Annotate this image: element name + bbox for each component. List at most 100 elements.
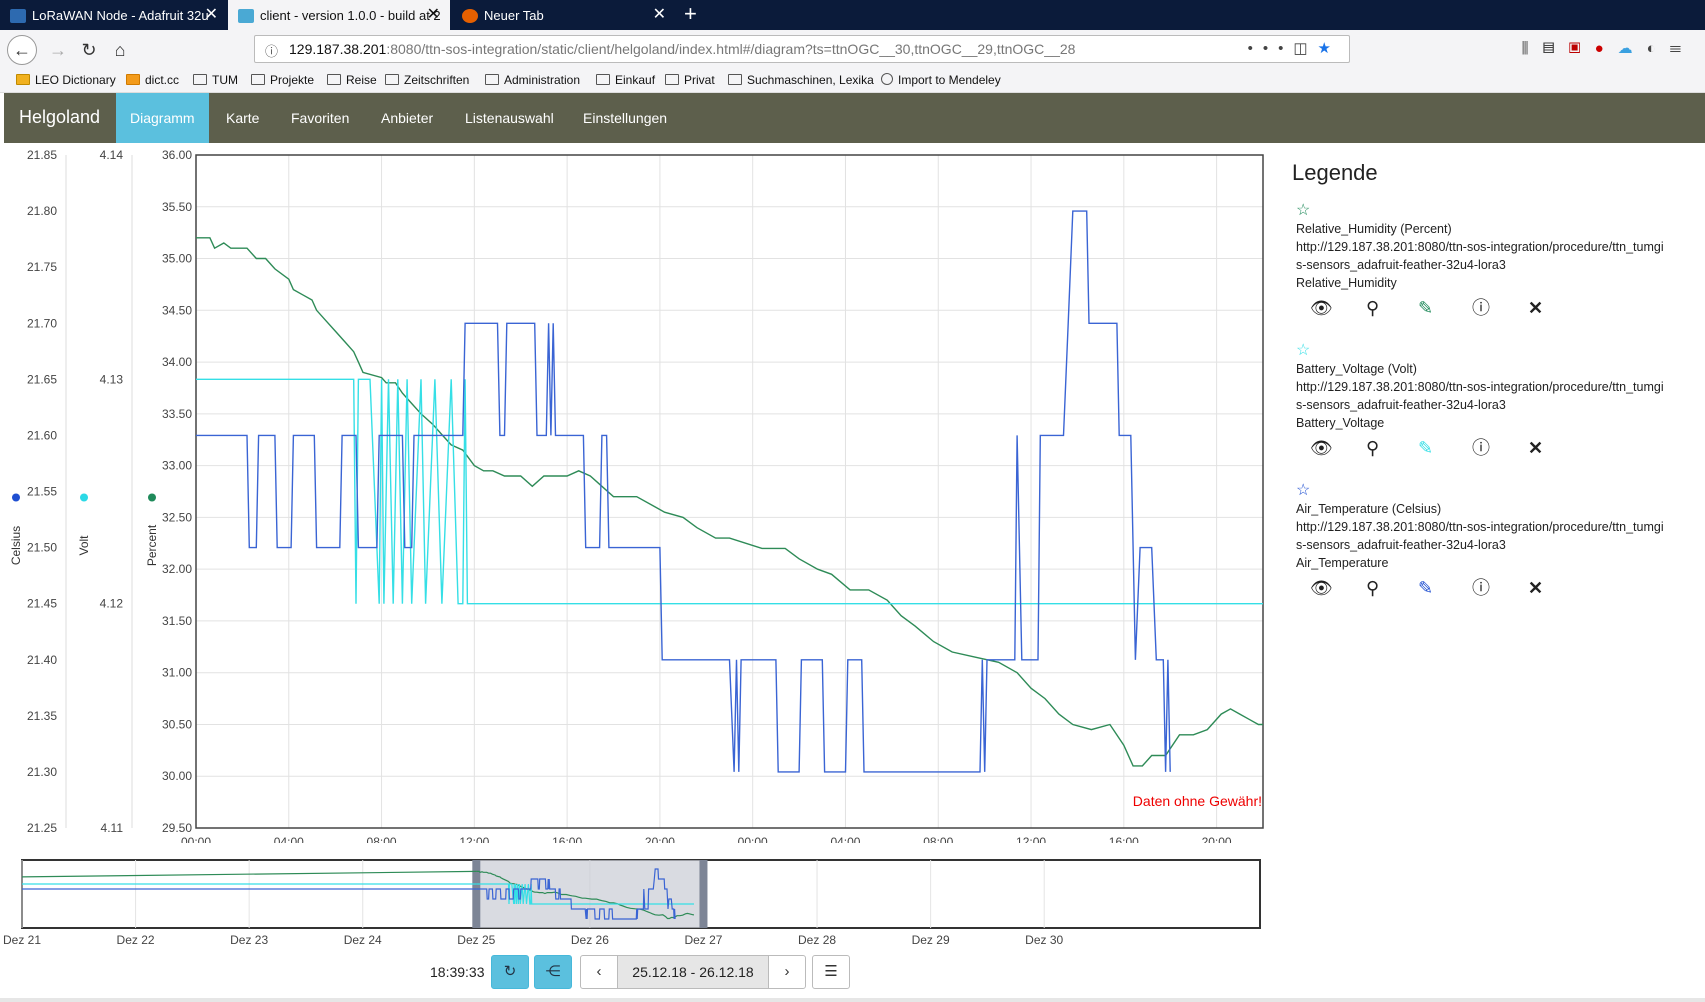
bookmark-administration[interactable]: Administration	[485, 73, 580, 87]
bookmark-projekte[interactable]: Projekte	[251, 73, 314, 87]
menu-diagramm[interactable]: Diagramm	[116, 93, 209, 143]
folder-icon	[728, 74, 742, 85]
bookmark-suchmaschinen[interactable]: Suchmaschinen, Lexika	[728, 73, 874, 87]
axis-color-dot	[148, 493, 156, 502]
menu-icon[interactable]: ☰	[1669, 40, 1695, 57]
pencil-icon[interactable]: ✎	[1418, 578, 1434, 598]
close-icon[interactable]: ✕	[204, 6, 218, 23]
time-range-selector[interactable]: 25.12.18 - 26.12.18	[617, 955, 769, 989]
info-icon[interactable]: ⓘ	[1472, 298, 1490, 318]
url-text: 129.187.38.201:8080/ttn-sos-integration/…	[289, 41, 1075, 57]
extension-icon[interactable]: ◐	[1646, 40, 1670, 57]
y-tick-label: 32.50	[162, 510, 192, 524]
y-tick-label: 30.50	[162, 717, 192, 731]
overview-brush-handle-right[interactable]	[699, 860, 708, 928]
refresh-button[interactable]: ↻	[491, 955, 529, 989]
overview-selection[interactable]	[476, 860, 704, 928]
browser-tab-neuer-tab[interactable]: Neuer Tab ✕	[452, 0, 676, 30]
y-axis-label: Percent	[145, 524, 159, 566]
series-line[interactable]	[196, 378, 1263, 605]
bookmark-label: Zeitschriften	[404, 73, 470, 87]
y-tick-label: 34.50	[162, 303, 192, 317]
star-icon[interactable]: ☆	[1296, 202, 1311, 219]
legend-entry-url-cont: s-sensors_adafruit-feather-32u4-lora3	[1296, 538, 1506, 552]
y-axes: 21.85 21.80 21.75 21.70 21.65 21.60 21.55 21.50…	[9, 148, 192, 835]
list-view-button[interactable]: ☰	[812, 955, 850, 989]
star-icon[interactable]: ☆	[1296, 342, 1311, 359]
bookmark-label: Projekte	[270, 73, 315, 87]
pencil-icon[interactable]: ✎	[1418, 438, 1434, 458]
series-line[interactable]	[196, 210, 1171, 773]
new-tab-icon[interactable]: +	[684, 1, 697, 26]
visibility-toggle-icon[interactable]: 👁	[1310, 298, 1333, 318]
folder-icon	[596, 74, 610, 85]
series-line[interactable]	[196, 237, 1263, 767]
menu-favoriten[interactable]: Favoriten	[291, 110, 350, 126]
browser-tab-client[interactable]: client - version 1.0.0 - build at 2 ✕	[228, 0, 450, 30]
bookmark-star-icon[interactable]: ★	[1317, 40, 1341, 57]
timeseries-chart[interactable]: 21.85 21.80 21.75 21.70 21.65 21.60 21.55 21.50…	[0, 143, 1270, 849]
info-icon[interactable]: ⓘ	[1472, 578, 1490, 598]
page-actions-icon[interactable]: •••	[1247, 40, 1294, 57]
y-tick-label: 35.50	[162, 200, 192, 214]
overview-chart[interactable]: Dez 21 Dez 22 Dez 23 Dez 24 Dez 25 Dez 26 Dez …	[0, 852, 1270, 952]
cloud-icon[interactable]: ☁	[1617, 40, 1647, 57]
site-info-icon[interactable]: ⓘ	[265, 44, 279, 59]
bookmark-zeitschriften[interactable]: Zeitschriften	[385, 73, 469, 87]
map-marker-icon[interactable]: ⚲	[1366, 438, 1380, 458]
firefox-favicon-icon	[462, 8, 478, 23]
bookmark-privat[interactable]: Privat	[665, 73, 715, 87]
adblock-icon[interactable]: ●	[1594, 40, 1618, 57]
pdf-icon[interactable]: ▣	[1568, 40, 1595, 57]
menu-karte[interactable]: Karte	[226, 110, 260, 126]
legend-entry-label: Battery_Voltage (Volt)	[1296, 362, 1417, 376]
menu-einstellungen[interactable]: Einstellungen	[583, 110, 668, 126]
reload-icon[interactable]: ↻	[81, 40, 97, 60]
legend-entry-url: http://129.187.38.201:8080/ttn-sos-integ…	[1296, 240, 1664, 254]
disclaimer-text: Daten ohne Gewähr!	[1133, 793, 1262, 809]
app-brand[interactable]: Helgoland	[19, 107, 101, 127]
pocket-icon[interactable]: ◫	[1293, 40, 1318, 57]
remove-icon[interactable]: ✕	[1528, 578, 1544, 598]
visibility-toggle-icon[interactable]: 👁	[1310, 438, 1333, 458]
close-icon[interactable]: ✕	[426, 6, 440, 23]
back-icon[interactable]: ←	[7, 35, 37, 65]
x-tick-label: 20:00	[645, 835, 675, 843]
overview-brush-handle-left[interactable]	[472, 860, 481, 928]
bookmarks-bar: LEO Dictionary dict.cc TUM Projekte Reis…	[0, 70, 1705, 93]
remove-icon[interactable]: ✕	[1528, 298, 1544, 318]
map-marker-icon[interactable]: ⚲	[1366, 298, 1380, 318]
close-icon[interactable]: ✕	[652, 6, 666, 23]
y-tick-label: 34.00	[162, 355, 192, 369]
info-icon[interactable]: ⓘ	[1472, 438, 1490, 458]
forward-icon[interactable]: →	[49, 40, 67, 60]
browser-tab-lorawan[interactable]: LoRaWAN Node - Adafruit 32u ✕	[0, 0, 228, 30]
remove-icon[interactable]: ✕	[1528, 438, 1544, 458]
bookmark-reise[interactable]: Reise	[327, 73, 377, 87]
menu-anbieter[interactable]: Anbieter	[381, 110, 434, 126]
bookmark-einkauf[interactable]: Einkauf	[596, 73, 655, 87]
bookmark-tum[interactable]: TUM	[193, 73, 238, 87]
next-range-button[interactable]: ›	[768, 955, 806, 989]
overview-series-line	[21, 870, 477, 878]
x-tick-label: 20:00	[1202, 835, 1232, 843]
star-icon[interactable]: ☆	[1296, 482, 1311, 499]
legend-entry-label: Relative_Humidity (Percent)	[1296, 222, 1452, 236]
visibility-toggle-icon[interactable]: 👁	[1310, 578, 1333, 598]
url-bar[interactable]: ⓘ 129.187.38.201:8080/ttn-sos-integratio…	[254, 35, 1350, 63]
pencil-icon[interactable]: ✎	[1418, 298, 1434, 318]
bookmark-leo[interactable]: LEO Dictionary	[16, 73, 116, 87]
menu-listenauswahl[interactable]: Listenauswahl	[465, 110, 554, 126]
sidebar-icon[interactable]: ▤	[1542, 40, 1569, 57]
list-icon: ☰	[824, 963, 838, 980]
bookmark-mendeley[interactable]: Import to Mendeley	[881, 73, 1001, 87]
previous-range-button[interactable]: ‹	[580, 955, 618, 989]
overview-day-label: Dez 26	[571, 933, 609, 947]
bookmark-dictcc[interactable]: dict.cc	[126, 73, 179, 87]
y-tick-label: 4.13	[100, 372, 124, 386]
map-marker-icon[interactable]: ⚲	[1366, 578, 1380, 598]
library-icon[interactable]: ⫼	[1521, 40, 1543, 57]
timeline-button[interactable]: ⋲	[534, 955, 572, 989]
home-icon[interactable]: ⌂	[114, 40, 126, 60]
overview-day-label: Dez 22	[117, 933, 155, 947]
